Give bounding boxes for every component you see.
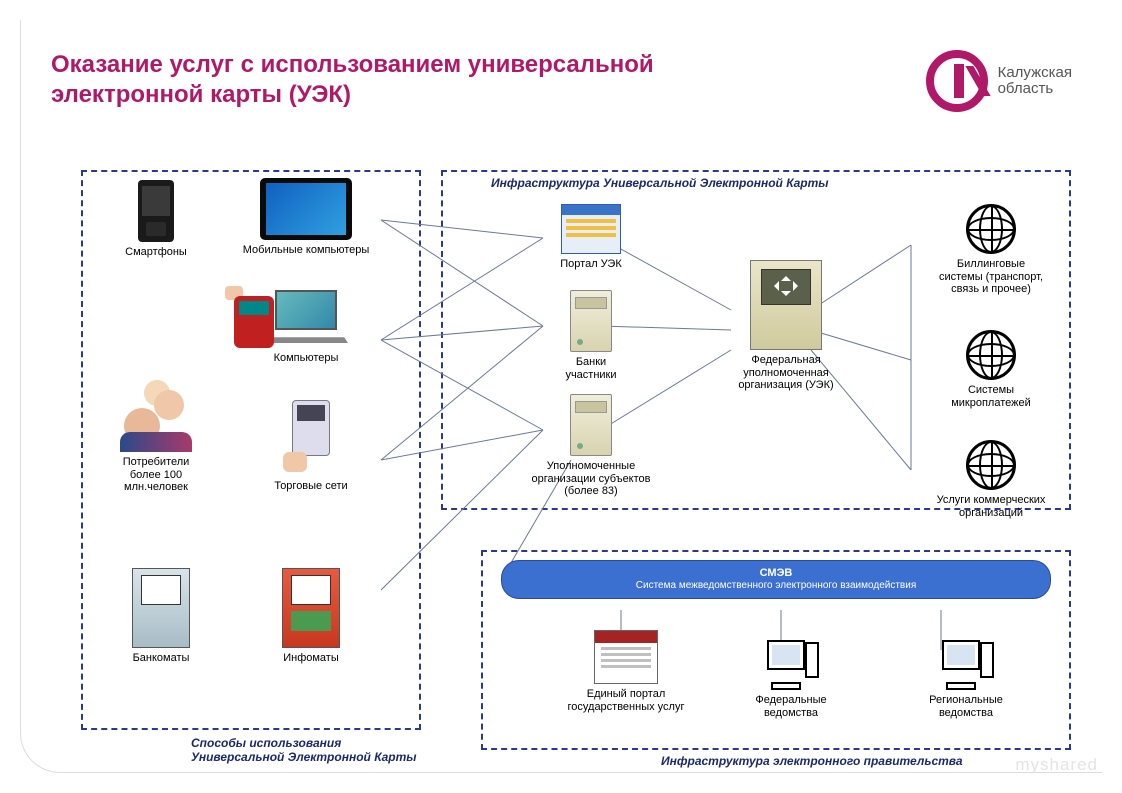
logo-text-l2: область xyxy=(998,80,1054,97)
group-top-label: Инфраструктура Универсальной Электронной… xyxy=(491,176,829,190)
label-billing-l1: Биллинговые xyxy=(921,258,1061,271)
node-portal-uek: Портал УЭК xyxy=(531,204,651,271)
label-portal: Портал УЭК xyxy=(531,258,651,271)
title-line1: Оказание услуг с использованием универса… xyxy=(51,51,654,78)
label-billing-l2: системы (транспорт, xyxy=(921,271,1061,284)
slide-frame: Оказание услуг с использованием универса… xyxy=(20,20,1102,773)
node-infomat: Инфоматы xyxy=(261,550,361,665)
node-micropay: Системы микроплатежей xyxy=(931,330,1051,409)
group-left-label-l1: Способы использования xyxy=(191,736,341,750)
node-atm: Банкоматы xyxy=(111,550,211,665)
page-title: Оказание услуг с использованием универса… xyxy=(51,50,926,110)
label-micro-l2: микроплатежей xyxy=(931,397,1051,410)
group-left-label-l2: Универсальной Электронной Карты xyxy=(191,750,417,764)
router-icon xyxy=(750,260,822,350)
people-icon xyxy=(118,380,194,452)
node-commercial: Услуги коммерческих организаций xyxy=(921,440,1061,519)
smev-subtitle: Система межведомственного электронного в… xyxy=(512,580,1040,592)
watermark: myshared xyxy=(1015,755,1098,775)
logo-mark-icon xyxy=(926,50,988,112)
label-consumers-l1: Потребители xyxy=(101,456,211,469)
label-billing-l3: связь и прочее) xyxy=(921,283,1061,296)
header: Оказание услуг с использованием универса… xyxy=(51,50,1072,112)
label-consumers-l3: млн.человек xyxy=(101,481,211,494)
desktop-pc-icon xyxy=(763,640,819,690)
node-computers: Компьютеры xyxy=(251,290,361,365)
globe-icon xyxy=(966,330,1016,380)
node-mobile-pc: Мобильные компьютеры xyxy=(241,178,371,257)
laptop-icon xyxy=(266,290,346,348)
label-computers: Компьютеры xyxy=(251,352,361,365)
label-auth-l1: Уполномоченные xyxy=(511,460,671,473)
logo: Калужская область xyxy=(926,50,1072,112)
label-comm-l1: Услуги коммерческих xyxy=(921,494,1061,507)
label-smartphones: Смартфоны xyxy=(111,246,201,259)
logo-text-l1: Калужская xyxy=(998,64,1072,81)
node-smartphones: Смартфоны xyxy=(111,180,201,259)
node-auth-subjects: Уполномоченные организации субъектов (бо… xyxy=(511,394,671,498)
label-fedag-l1: Федеральные xyxy=(731,694,851,707)
server-icon xyxy=(570,290,612,352)
label-fed-l2: уполномоченная xyxy=(711,367,861,380)
label-comm-l2: организаций xyxy=(921,507,1061,520)
tablet-icon xyxy=(260,178,352,240)
label-fed-l3: организация (УЭК) xyxy=(711,379,861,392)
desktop-pc-icon xyxy=(938,640,994,690)
label-regag-l2: ведомства xyxy=(901,707,1031,720)
node-billing: Биллинговые системы (транспорт, связь и … xyxy=(921,204,1061,296)
group-left-label: Способы использования Универсальной Элек… xyxy=(191,736,417,764)
smartphone-icon xyxy=(138,180,174,242)
diagram-canvas: Инфраструктура Универсальной Электронной… xyxy=(81,160,1081,780)
label-mobile-pc: Мобильные компьютеры xyxy=(241,244,371,257)
logo-text: Калужская область xyxy=(998,65,1072,98)
label-consumers-l2: более 100 xyxy=(101,469,211,482)
label-regag-l1: Региональные xyxy=(901,694,1031,707)
server-icon xyxy=(570,394,612,456)
title-line2: электронной карты (УЭК) xyxy=(51,81,351,108)
label-retail: Торговые сети xyxy=(261,480,361,493)
smev-title: СМЭВ xyxy=(512,567,1040,580)
node-retail: Торговые сети xyxy=(261,400,361,493)
portal-window-icon xyxy=(561,204,621,254)
globe-icon xyxy=(966,440,1016,490)
smev-bar: СМЭВ Система межведомственного электронн… xyxy=(501,560,1051,599)
node-epgu: Единый портал государственных услуг xyxy=(551,630,701,713)
label-atm: Банкоматы xyxy=(111,652,211,665)
label-micro-l1: Системы xyxy=(931,384,1051,397)
label-infomat: Инфоматы xyxy=(261,652,361,665)
web-portal-icon xyxy=(594,630,658,684)
node-banks: Банки участники xyxy=(531,290,651,381)
atm-icon xyxy=(132,550,190,648)
label-auth-l2: организации субъектов xyxy=(511,473,671,486)
infomat-icon xyxy=(282,550,340,648)
label-epgu-l2: государственных услуг xyxy=(551,701,701,714)
node-federal-org: Федеральная уполномоченная организация (… xyxy=(711,260,861,392)
label-epgu-l1: Единый портал xyxy=(551,688,701,701)
node-fed-agencies: Федеральные ведомства xyxy=(731,640,851,719)
pos-terminal-icon xyxy=(283,400,339,476)
node-consumers: Потребители более 100 млн.человек xyxy=(101,380,211,494)
globe-icon xyxy=(966,204,1016,254)
group-bottom-label: Инфраструктура электронного правительств… xyxy=(661,754,963,768)
label-fedag-l2: ведомства xyxy=(731,707,851,720)
label-banks-l2: участники xyxy=(531,369,651,382)
label-auth-l3: (более 83) xyxy=(511,485,671,498)
node-reg-agencies: Региональные ведомства xyxy=(901,640,1031,719)
label-fed-l1: Федеральная xyxy=(711,354,861,367)
label-banks-l1: Банки xyxy=(531,356,651,369)
